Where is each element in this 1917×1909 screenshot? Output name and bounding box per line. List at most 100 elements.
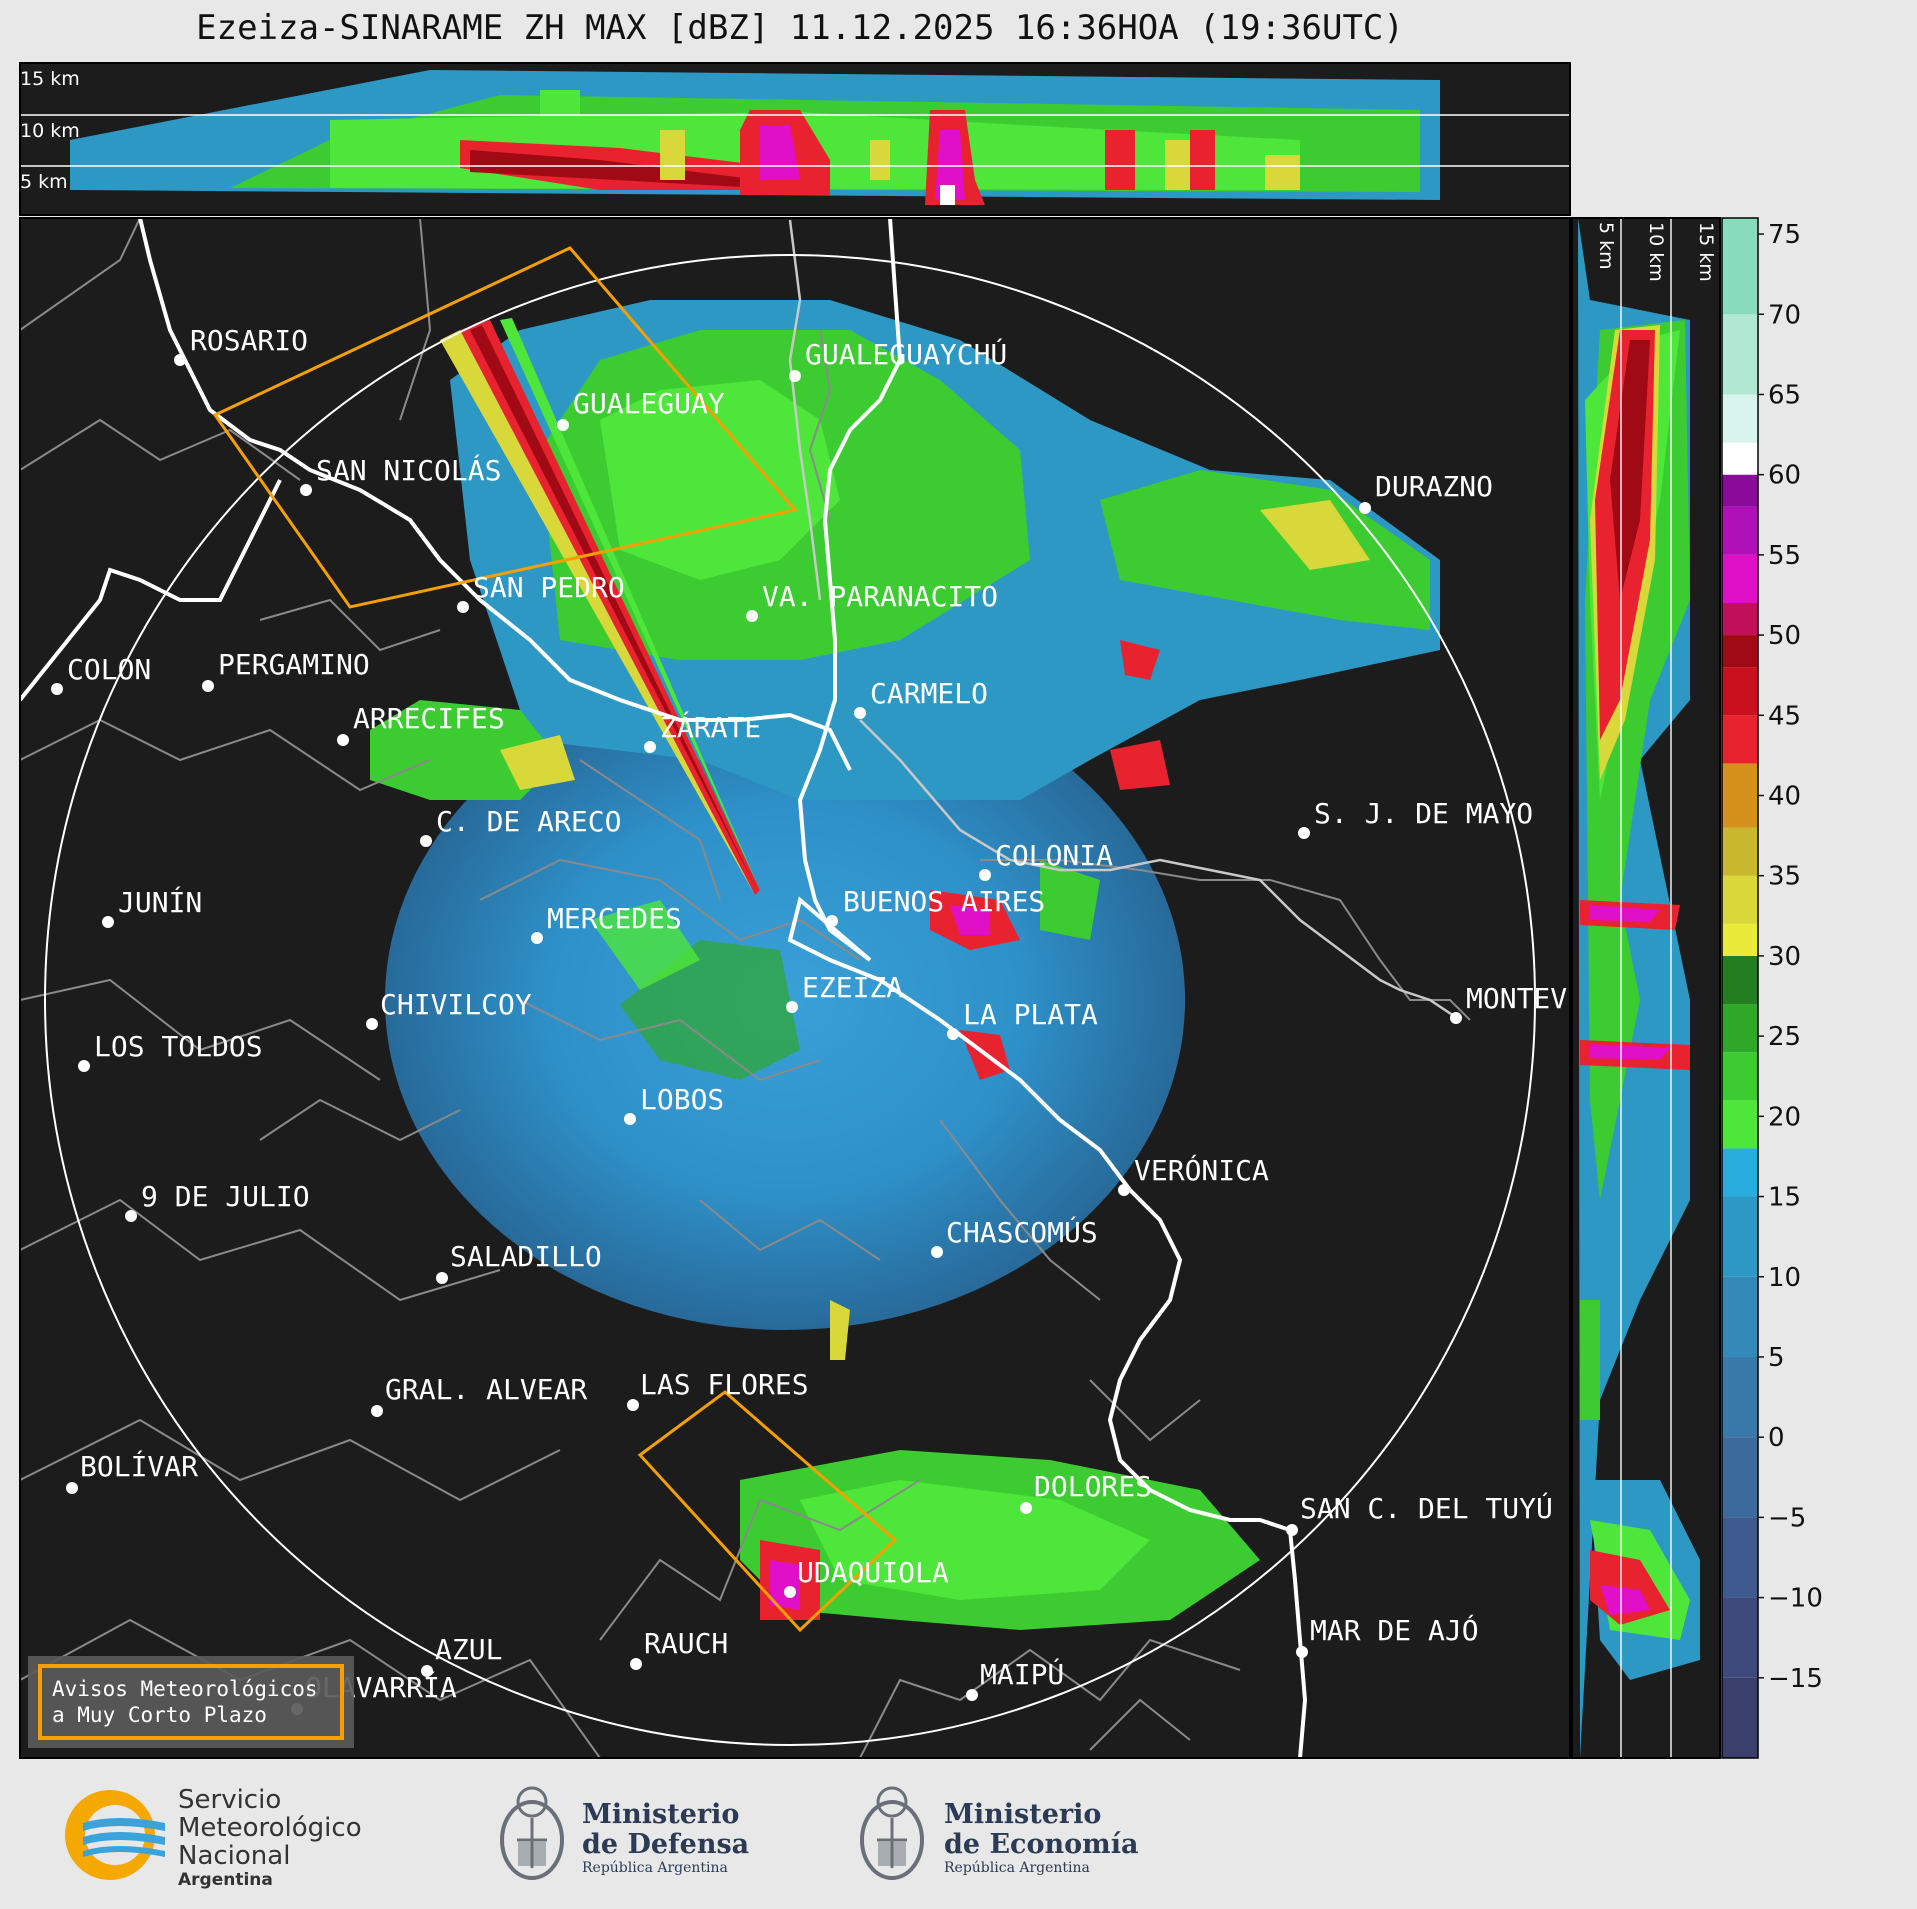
city-pergamino: PERGAMINO — [202, 648, 370, 692]
city-label: AZUL — [435, 1633, 502, 1666]
city-label: ARRECIFES — [353, 702, 505, 735]
colorbar-tick-label: −5 — [1768, 1503, 1806, 1533]
colorbar-segment — [1722, 1148, 1758, 1197]
colorbar-tick-label: 70 — [1768, 300, 1801, 330]
smn-emblem-icon — [65, 1790, 165, 1880]
city-junin: JUNÍN — [102, 885, 202, 928]
colorbar-segment — [1722, 506, 1758, 555]
city-las-flores: LAS FLORES — [627, 1368, 809, 1411]
defensa-line1: Ministerio — [582, 1799, 740, 1830]
city-label: PERGAMINO — [218, 648, 370, 681]
city-ezeiza: EZEIZA — [786, 971, 903, 1013]
defensa-sub: República Argentina — [582, 1860, 728, 1876]
city-label: LOS TOLDOS — [94, 1030, 263, 1063]
range-ring — [44, 254, 1536, 1746]
legend-swatch — [38, 1664, 344, 1740]
city-durazno: DURAZNO — [1359, 470, 1493, 514]
city-arrecifes: ARRECIFES — [337, 702, 505, 746]
colorbar-segment — [1722, 1597, 1758, 1678]
colorbar-segment — [1722, 1100, 1758, 1149]
city-saladillo: SALADILLO — [436, 1240, 602, 1284]
colorbar-segment — [1722, 1276, 1758, 1357]
city-udaquiola: UDAQUIOLA — [784, 1556, 949, 1598]
colorbar-segment — [1722, 603, 1758, 636]
top-profile-panel: 15 km 10 km 5 km — [19, 62, 1571, 216]
colorbar-tick-label: 55 — [1768, 541, 1801, 571]
colorbar-segment — [1722, 1052, 1758, 1101]
colorbar-tick-label: 30 — [1768, 942, 1801, 972]
colorbar-tick-label: 40 — [1768, 782, 1801, 812]
city-la-plata: LA PLATA — [947, 998, 1098, 1040]
city-label: S. J. DE MAYO — [1314, 797, 1533, 830]
economia-sub: República Argentina — [944, 1860, 1090, 1876]
city-sj-de-mayo: S. J. DE MAYO — [1298, 797, 1533, 839]
economia-emblem-icon — [852, 1778, 932, 1897]
city-label: LAS FLORES — [640, 1368, 809, 1401]
city-label: VERÓNICA — [1134, 1153, 1269, 1187]
legend-line1: Avisos Meteorológicos — [52, 1677, 318, 1701]
city-markers: ROSARIO GUALEGUAYCHÚ GUALEGUAY SAN NICOL… — [51, 324, 1635, 1715]
side-profile-label-5km: 5 km — [1595, 222, 1617, 270]
economia-line2: de Economía — [944, 1829, 1139, 1860]
defensa-line2: de Defensa — [582, 1829, 750, 1860]
economia-line1: Ministerio — [944, 1799, 1102, 1830]
smn-sub: Argentina — [178, 1870, 273, 1890]
city-label: C. DE ARECO — [436, 805, 621, 838]
city-label: 9 DE JULIO — [141, 1180, 310, 1213]
city-buenos-aires: BUENOS AIRES — [826, 885, 1045, 927]
city-label: BUENOS AIRES — [843, 885, 1045, 918]
city-label: GRAL. ALVEAR — [385, 1373, 587, 1406]
city-c-de-areco: C. DE ARECO — [420, 805, 621, 847]
footer-logos: Servicio Meteorológico Nacional Argentin… — [0, 1760, 1917, 1909]
colorbar-segment — [1722, 923, 1758, 956]
colorbar-segment — [1722, 314, 1758, 395]
city-label: CHIVILCOY — [380, 988, 532, 1021]
city-label: DOLORES — [1034, 1470, 1152, 1503]
city-gral-alvear: GRAL. ALVEAR — [371, 1373, 587, 1417]
colorbar-tick-label: 15 — [1768, 1183, 1801, 1213]
city-san-pedro: SAN PEDRO — [457, 571, 625, 613]
city-label: UDAQUIOLA — [797, 1556, 949, 1589]
district-borders — [20, 218, 1471, 1758]
uruguay-coast — [788, 219, 1461, 1022]
city-label: SAN NICOLÁS — [316, 453, 501, 487]
city-montevideo: MONTEVIDEO — [1450, 982, 1635, 1024]
city-san-c-del-tuyu: SAN C. DEL TUYÚ — [1286, 1491, 1553, 1536]
city-label: CHASCOMÚS — [946, 1215, 1098, 1249]
city-dolores: DOLORES — [1020, 1470, 1152, 1514]
coastlines — [20, 218, 1308, 1758]
top-profile-label-5km: 5 km — [20, 171, 68, 193]
colorbar-segment — [1722, 554, 1758, 603]
legend-line2: a Muy Corto Plazo — [52, 1703, 267, 1727]
city-los-toldos: LOS TOLDOS — [78, 1030, 263, 1072]
city-colon: COLON — [51, 653, 151, 695]
city-label: MERCEDES — [547, 902, 682, 935]
colorbar-segment — [1722, 763, 1758, 828]
city-9-de-julio: 9 DE JULIO — [125, 1180, 310, 1222]
colorbar-segment — [1722, 442, 1758, 475]
colorbar-segment — [1722, 474, 1758, 507]
city-maipu: MAIPÚ — [966, 1657, 1064, 1701]
colorbar-tick-label: 50 — [1768, 621, 1801, 651]
colorbar-segment — [1722, 1196, 1758, 1277]
city-rosario: ROSARIO — [174, 324, 308, 366]
smn-logo — [55, 1785, 175, 1885]
colorbar-segment — [1722, 1517, 1758, 1598]
top-profile-echoes — [70, 70, 1440, 205]
warning-legend: Avisos Meteorológicos a Muy Corto Plazo — [28, 1656, 354, 1748]
city-azul: AZUL — [421, 1633, 502, 1677]
city-label: ROSARIO — [190, 324, 308, 357]
city-label: SAN C. DEL TUYÚ — [1300, 1491, 1553, 1525]
city-label: ZÁRATE — [660, 710, 761, 744]
colorbar-tick-label: 60 — [1768, 461, 1801, 491]
city-label: VA. PARANACITO — [762, 580, 998, 613]
colorbar-segment — [1722, 1004, 1758, 1053]
city-san-nicolas: SAN NICOLÁS — [300, 453, 501, 496]
radar-title: Ezeiza-SINARAME ZH MAX [dBZ] 11.12.2025 … — [196, 8, 1404, 48]
radar-figure: 15 km 10 km 5 km — [19, 62, 1823, 1759]
city-chivilcoy: CHIVILCOY — [366, 988, 532, 1030]
city-label: CARMELO — [870, 677, 988, 710]
city-label: MONTEVIDEO — [1466, 982, 1635, 1015]
city-label: EZEIZA — [802, 971, 903, 1004]
colorbar-segment — [1722, 1437, 1758, 1518]
